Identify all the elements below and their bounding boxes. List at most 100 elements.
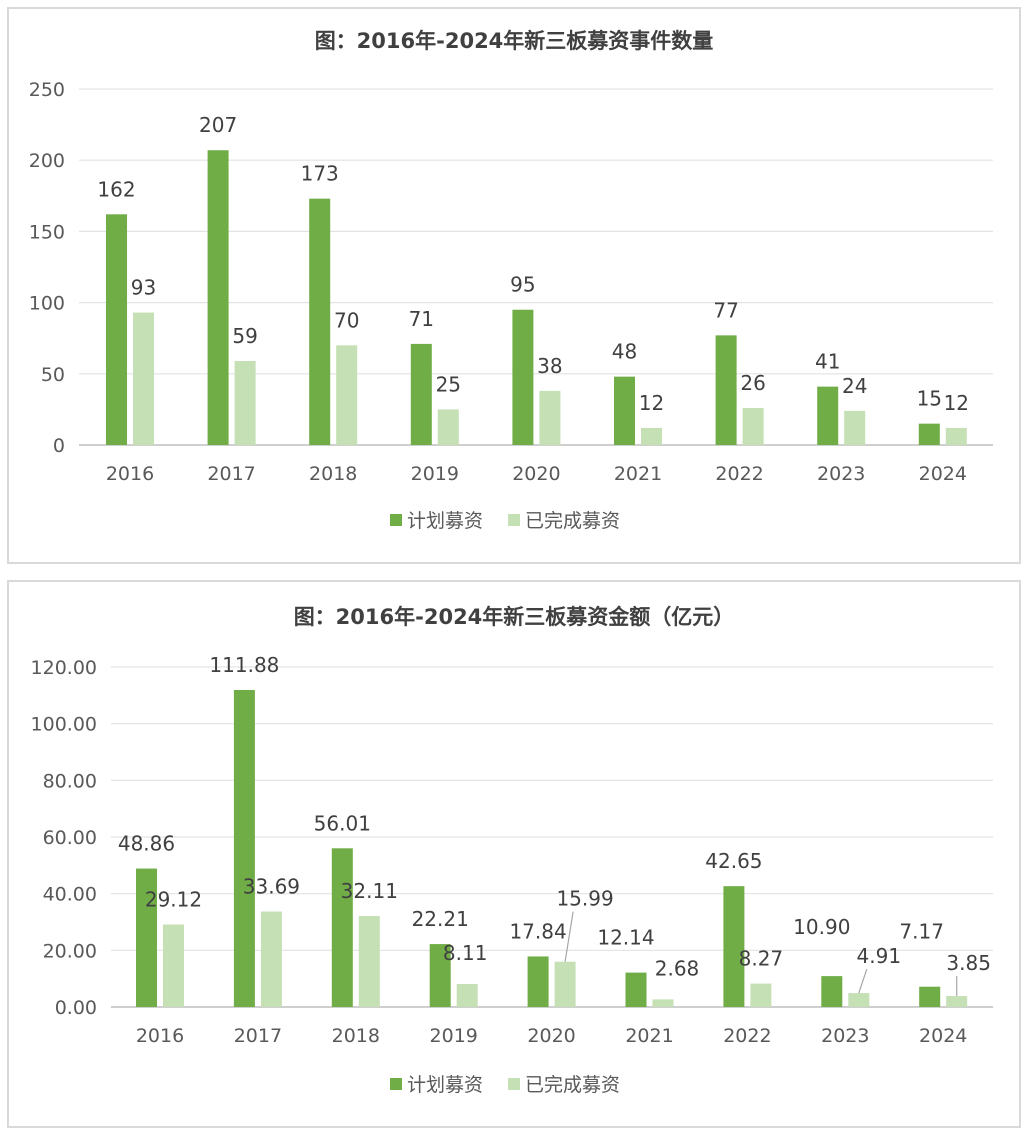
bar-completed [133, 312, 154, 445]
bar-planned [309, 198, 331, 445]
chart-title: 图：2016年-2024年新三板募资金额（亿元） [294, 605, 735, 629]
data-label: 71 [409, 307, 434, 331]
data-label: 29.12 [145, 887, 202, 911]
y-tick-label: 200 [29, 150, 65, 172]
bar-completed [945, 427, 967, 445]
x-tick-label: 2017 [207, 463, 255, 485]
data-label: 4.91 [857, 944, 902, 968]
x-tick-label: 2022 [723, 1025, 771, 1047]
bar-completed [336, 345, 358, 445]
x-tick-label: 2018 [309, 463, 357, 485]
legend-swatch [390, 1078, 402, 1090]
legend-swatch [390, 514, 402, 526]
data-label: 25 [436, 372, 461, 396]
bar-completed [539, 390, 561, 445]
data-label: 77 [713, 298, 738, 322]
bar-completed [437, 409, 459, 445]
bar-completed [652, 999, 674, 1007]
bar-planned [625, 972, 647, 1007]
x-tick-label: 2019 [430, 1025, 478, 1047]
data-label: 7.17 [899, 920, 944, 944]
bar-planned [821, 976, 843, 1007]
x-tick-label: 2018 [332, 1025, 380, 1047]
bar-completed [260, 911, 282, 1007]
leader-line [858, 968, 868, 994]
bar-planned [410, 343, 432, 445]
bar-completed [163, 924, 184, 1007]
x-tick-label: 2017 [234, 1025, 282, 1047]
bar-completed [358, 916, 380, 1007]
bar-completed [456, 984, 478, 1007]
chart-2: 图：2016年-2024年新三板募资金额（亿元） 0.00 20.00 40.00 60… [7, 580, 1021, 1128]
y-tick-label: 50 [41, 364, 65, 386]
x-tick-label: 2022 [715, 463, 763, 485]
y-tick-label: 40.00 [43, 884, 97, 906]
data-label: 26 [740, 371, 765, 395]
data-label: 24 [842, 374, 867, 398]
x-tick-label: 2016 [106, 463, 154, 485]
data-label: 70 [334, 308, 359, 332]
y-tick-label: 20.00 [43, 940, 97, 962]
data-label: 42.65 [705, 849, 762, 873]
legend-label: 已完成募资 [525, 1074, 620, 1096]
data-label: 15.99 [556, 887, 613, 911]
data-label: 48.86 [118, 832, 175, 856]
data-label: 12 [944, 391, 969, 415]
data-label: 12 [639, 391, 664, 415]
chart-border [7, 580, 1021, 1128]
y-tick-label: 80.00 [43, 770, 97, 792]
bar-completed [554, 961, 576, 1007]
x-tick-label: 2020 [527, 1025, 575, 1047]
data-label: 162 [97, 177, 135, 201]
x-tick-label: 2021 [614, 463, 662, 485]
data-label: 38 [537, 354, 562, 378]
bar-completed [750, 983, 772, 1007]
data-label: 59 [232, 324, 257, 348]
bar-completed [742, 407, 764, 445]
bar-planned [512, 309, 534, 445]
y-tick-label: 0 [53, 435, 65, 457]
x-tick-label: 2023 [817, 463, 865, 485]
data-label: 32.11 [341, 879, 398, 903]
data-label: 15 [917, 387, 942, 411]
x-tick-label: 2019 [411, 463, 459, 485]
data-label: 12.14 [597, 926, 654, 950]
bar-planned [429, 944, 451, 1007]
data-label: 93 [131, 276, 156, 300]
data-label: 173 [301, 162, 339, 186]
data-label: 8.11 [443, 941, 488, 965]
leader-line [564, 911, 574, 962]
legend-swatch [508, 1078, 520, 1090]
data-label: 56.01 [314, 811, 371, 835]
legend-label: 已完成募资 [525, 510, 620, 532]
y-tick-label: 100.00 [31, 714, 97, 736]
bar-completed [946, 996, 968, 1007]
bar-planned [817, 386, 839, 445]
data-label: 111.88 [209, 653, 279, 677]
data-label: 3.85 [946, 951, 991, 975]
bar-planned [918, 423, 940, 445]
bar-planned [233, 690, 255, 1007]
chart-1: 图：2016年-2024年新三板募资事件数量 0 50 100 150 200 250 201… [7, 7, 1021, 564]
legend-swatch [508, 514, 520, 526]
data-label: 2.68 [655, 956, 700, 980]
data-label: 8.27 [739, 947, 784, 971]
data-label: 10.90 [793, 915, 850, 939]
x-tick-label: 2016 [136, 1025, 184, 1047]
bar-completed [234, 360, 256, 445]
bar-completed [844, 410, 866, 445]
bar-planned [919, 986, 941, 1007]
data-label: 207 [199, 113, 237, 137]
data-label: 33.69 [243, 875, 300, 899]
x-tick-label: 2023 [821, 1025, 869, 1047]
x-tick-label: 2021 [625, 1025, 673, 1047]
x-tick-label: 2024 [919, 463, 967, 485]
bar-planned [723, 886, 745, 1007]
data-label: 22.21 [412, 907, 469, 931]
x-tick-label: 2024 [919, 1025, 967, 1047]
y-tick-label: 250 [29, 79, 65, 101]
bar-planned [527, 956, 549, 1007]
chart-border [7, 7, 1021, 564]
data-label: 95 [510, 273, 535, 297]
